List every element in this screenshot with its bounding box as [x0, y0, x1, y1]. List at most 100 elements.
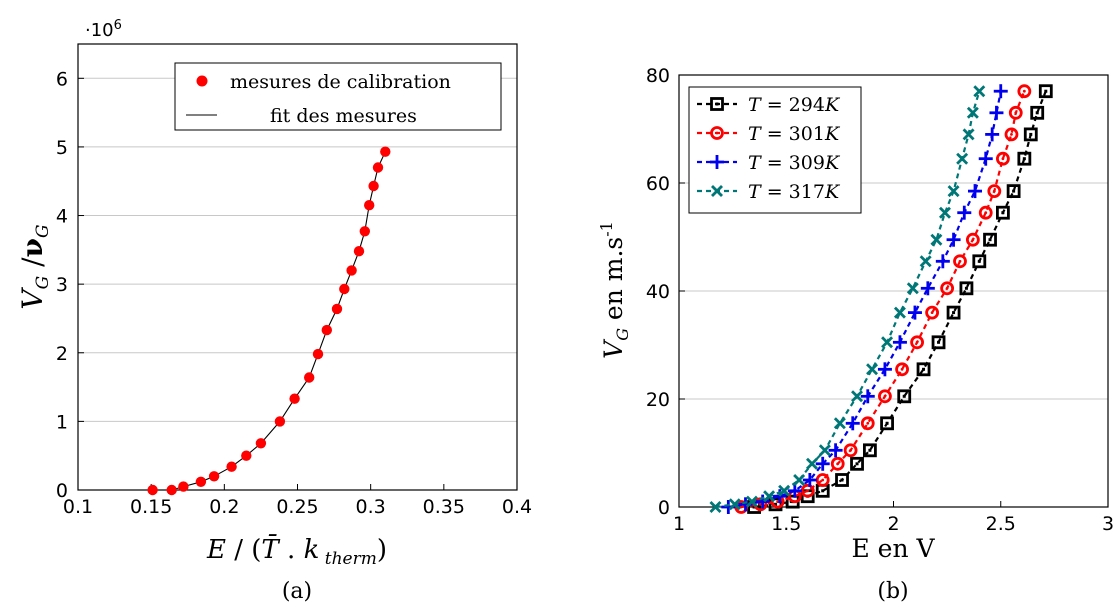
data-point: [989, 105, 1004, 120]
data-point: [1006, 184, 1021, 199]
panel-b: 1 1.5 2 2.5 3 0 20 40 60 80 VG en m.s-1 E en V T…: [597, 65, 1114, 604]
data-point: [863, 443, 877, 458]
calibration-point: [331, 303, 343, 315]
data-point: [925, 305, 940, 320]
calibration-point: [178, 481, 189, 492]
panel-b-legend: T = 294K T = 301K T = 309K T = 317K: [688, 86, 862, 214]
x-tick-label: 1.5: [771, 513, 801, 535]
data-point: [860, 416, 875, 431]
x-tick-label: 0.4: [502, 496, 532, 518]
data-point: [802, 473, 817, 487]
data-point: [763, 490, 776, 503]
data-point: [987, 184, 1002, 199]
series-317: [709, 85, 986, 513]
data-point: [916, 362, 931, 377]
x-tick-label: 0.1: [63, 496, 93, 518]
calibration-point: [195, 476, 207, 487]
data-point: [881, 336, 894, 349]
fit-curve: [152, 151, 386, 491]
legend-label: T = 294K: [748, 94, 841, 116]
data-point: [845, 416, 860, 431]
data-point: [965, 232, 980, 247]
caption-a: (a): [282, 579, 312, 604]
y-tick-label: 3: [56, 274, 68, 296]
data-point: [800, 483, 815, 498]
data-point: [1030, 105, 1045, 120]
data-point: [1023, 127, 1038, 142]
data-point: [1038, 84, 1053, 99]
y-tick-label: 1: [56, 411, 68, 433]
data-point: [978, 151, 993, 166]
legend-marker: [710, 155, 724, 169]
legend-marker: [711, 185, 723, 197]
panel-a-y-axis-label: VG /νG: [16, 224, 53, 309]
series-line: [715, 90, 981, 509]
y-tick-label: 2: [56, 343, 68, 365]
data-point: [709, 501, 722, 513]
legend-entry-301: T = 301K: [697, 123, 841, 145]
data-point: [835, 473, 849, 487]
data-point: [957, 205, 972, 220]
data-point: [930, 233, 943, 246]
calibration-point: [312, 348, 324, 360]
data-point: [956, 152, 969, 165]
data-point: [878, 389, 892, 404]
calibration-point: [147, 484, 158, 496]
data-point: [959, 281, 974, 296]
data-point: [815, 456, 830, 471]
data-point: [946, 305, 961, 320]
panel-a: 0.1 0.15 0.2 0.25 0.3 0.35 0.4 0 1 2 3 4 5 6 ·106 VG…: [16, 18, 532, 604]
data-point: [830, 456, 845, 471]
data-point: [973, 85, 986, 98]
x-tick-label: 2: [887, 513, 899, 535]
y-tick-label: 40: [646, 281, 670, 303]
data-point: [860, 389, 875, 404]
legend-box: [174, 62, 502, 131]
data-point: [995, 205, 1010, 220]
series-line: [741, 90, 1026, 509]
x-tick-label: 0.2: [209, 496, 239, 518]
y-tick-label: 4: [56, 206, 68, 228]
data-point: [793, 474, 806, 486]
y-tick-label: 5: [56, 137, 68, 159]
calibration-point: [274, 416, 286, 427]
series-301: [734, 84, 1032, 514]
data-point: [778, 484, 791, 497]
panel-a-legend: mesures de calibration fit des mesures: [174, 62, 502, 131]
calibration-point: [364, 200, 375, 211]
data-point: [1017, 151, 1032, 166]
x-tick-label: 0.25: [276, 496, 318, 518]
calibration-point: [304, 372, 315, 383]
legend-label: T = 309K: [748, 152, 841, 174]
data-point: [1004, 127, 1019, 142]
calibration-point: [289, 393, 300, 404]
calibration-point: [372, 162, 384, 173]
data-point: [851, 390, 864, 403]
data-point: [910, 335, 924, 350]
calibration-points: [147, 146, 391, 496]
panel-a-y-ticks: 0 1 2 3 4 5 6: [56, 68, 84, 502]
y-tick-label: 80: [646, 65, 670, 87]
panel-b-x-axis-label: E en V: [851, 534, 935, 563]
y-tick-label: 20: [646, 389, 670, 411]
x-tick-label: 2.5: [986, 513, 1016, 535]
panel-b-x-ticks: 1 1.5 2 2.5 3: [673, 501, 1114, 535]
y-tick-label: 60: [646, 173, 670, 195]
data-point: [907, 305, 922, 320]
data-point: [935, 254, 950, 269]
legend-label-calibration: mesures de calibration: [230, 71, 451, 93]
data-point: [893, 306, 906, 319]
data-point: [833, 417, 846, 430]
data-point: [978, 205, 993, 220]
data-point: [877, 362, 892, 377]
data-point: [728, 498, 741, 511]
y-multiplier: ·106: [85, 18, 122, 41]
data-point: [768, 497, 783, 512]
series-line: [728, 90, 1002, 509]
series-309: [721, 84, 1008, 514]
panel-a-x-axis-label: E / (T̄ . k therm): [206, 533, 387, 569]
data-point: [866, 363, 879, 376]
calibration-point: [208, 471, 220, 482]
x-tick-label: 0.15: [130, 496, 172, 518]
